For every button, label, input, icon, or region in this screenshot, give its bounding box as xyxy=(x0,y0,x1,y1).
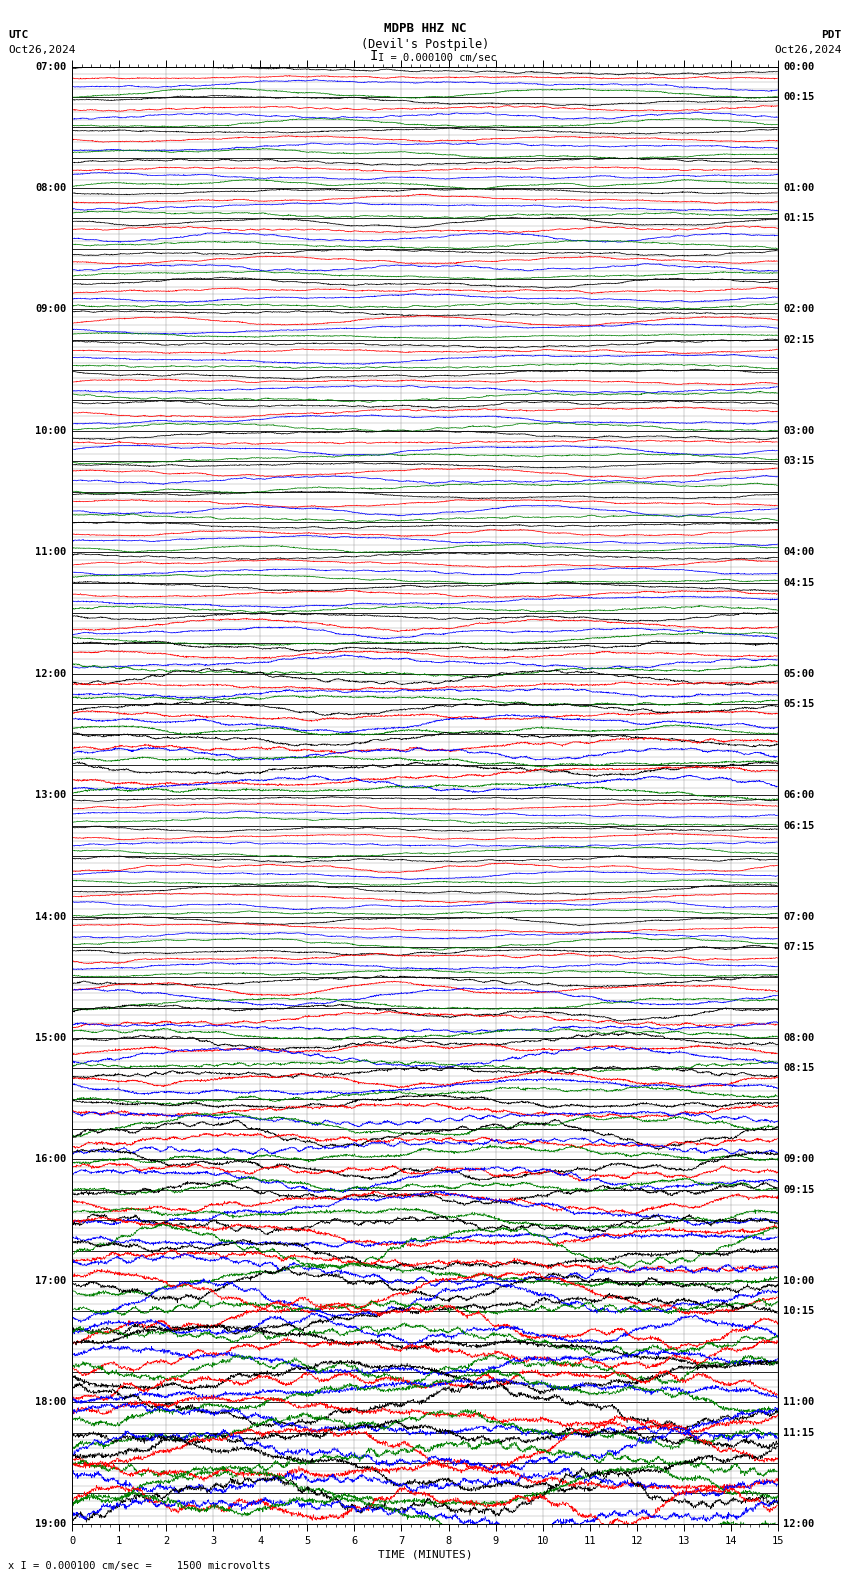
Text: 18:00: 18:00 xyxy=(36,1397,66,1407)
Text: 06:15: 06:15 xyxy=(784,821,814,830)
Text: 11:15: 11:15 xyxy=(784,1427,814,1438)
Text: x I = 0.000100 cm/sec =    1500 microvolts: x I = 0.000100 cm/sec = 1500 microvolts xyxy=(8,1562,271,1571)
Text: 05:00: 05:00 xyxy=(784,668,814,678)
Text: 05:15: 05:15 xyxy=(784,699,814,710)
Text: 19:00: 19:00 xyxy=(36,1519,66,1529)
Text: I = 0.000100 cm/sec: I = 0.000100 cm/sec xyxy=(378,54,497,63)
Text: 03:15: 03:15 xyxy=(784,456,814,466)
Text: 08:00: 08:00 xyxy=(784,1033,814,1042)
Text: 09:00: 09:00 xyxy=(36,304,66,314)
Text: UTC: UTC xyxy=(8,30,29,40)
Text: 12:00: 12:00 xyxy=(36,668,66,678)
Text: 02:00: 02:00 xyxy=(784,304,814,314)
Text: 14:00: 14:00 xyxy=(36,912,66,922)
Text: 10:00: 10:00 xyxy=(784,1277,814,1286)
Text: 01:00: 01:00 xyxy=(784,184,814,193)
X-axis label: TIME (MINUTES): TIME (MINUTES) xyxy=(377,1549,473,1560)
Text: 07:00: 07:00 xyxy=(784,912,814,922)
Text: 04:15: 04:15 xyxy=(784,578,814,588)
Text: 03:00: 03:00 xyxy=(784,426,814,436)
Text: 10:15: 10:15 xyxy=(784,1307,814,1316)
Text: 15:00: 15:00 xyxy=(36,1033,66,1042)
Text: I: I xyxy=(370,49,378,63)
Text: 11:00: 11:00 xyxy=(36,548,66,558)
Text: PDT: PDT xyxy=(821,30,842,40)
Text: Oct26,2024: Oct26,2024 xyxy=(8,46,76,55)
Text: MDPB HHZ NC: MDPB HHZ NC xyxy=(383,22,467,35)
Text: (Devil's Postpile): (Devil's Postpile) xyxy=(361,38,489,51)
Text: 07:00: 07:00 xyxy=(36,62,66,71)
Text: 10:00: 10:00 xyxy=(36,426,66,436)
Text: 01:15: 01:15 xyxy=(784,214,814,223)
Text: 00:00: 00:00 xyxy=(784,62,814,71)
Text: 02:15: 02:15 xyxy=(784,334,814,345)
Text: 00:15: 00:15 xyxy=(784,92,814,101)
Text: 11:00: 11:00 xyxy=(784,1397,814,1407)
Text: 08:15: 08:15 xyxy=(784,1063,814,1074)
Text: 04:00: 04:00 xyxy=(784,548,814,558)
Text: Oct26,2024: Oct26,2024 xyxy=(774,46,842,55)
Text: 09:00: 09:00 xyxy=(784,1155,814,1164)
Text: 07:15: 07:15 xyxy=(784,942,814,952)
Text: 08:00: 08:00 xyxy=(36,184,66,193)
Text: 06:00: 06:00 xyxy=(784,790,814,800)
Text: 13:00: 13:00 xyxy=(36,790,66,800)
Text: 09:15: 09:15 xyxy=(784,1185,814,1194)
Text: 17:00: 17:00 xyxy=(36,1277,66,1286)
Text: 12:00: 12:00 xyxy=(784,1519,814,1529)
Text: 16:00: 16:00 xyxy=(36,1155,66,1164)
